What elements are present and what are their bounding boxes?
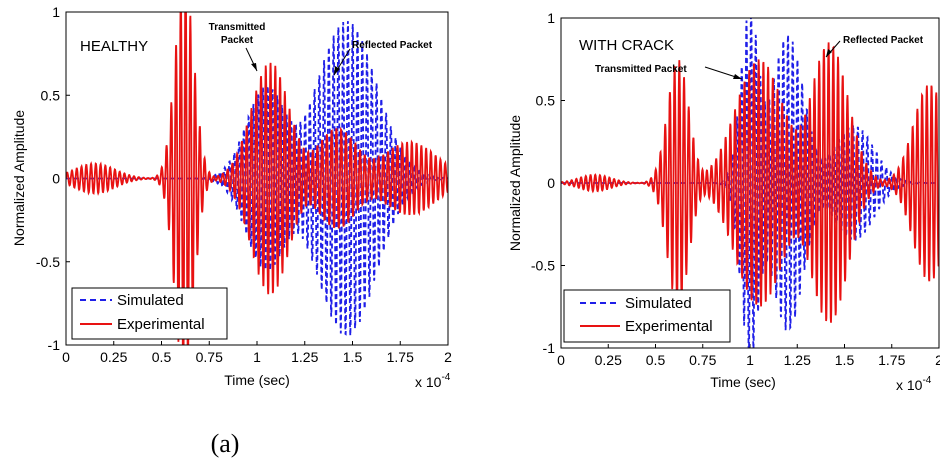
legend-label-simulated: Simulated xyxy=(117,292,184,309)
y-axis-label: Normalized Amplitude xyxy=(11,110,27,246)
annotation-transmitted-line2: Packet xyxy=(221,35,254,46)
x-multiplier-base: x 10 xyxy=(896,377,923,393)
y-tick-label: 0 xyxy=(52,171,60,187)
x-tick-label: 1.75 xyxy=(878,352,905,368)
legend: Simulated Experimental xyxy=(71,287,228,340)
chart-healthy: 0 0.25 0.5 0.75 1 1.25 1.5 1.75 2 1 0.5 0 -0.5 -1 HE… xyxy=(11,4,452,390)
x-tick-label: 0.25 xyxy=(595,352,622,368)
annotation-arrowhead xyxy=(733,74,742,79)
y-tick-label: 1 xyxy=(547,10,555,26)
legend-label-experimental: Experimental xyxy=(625,318,713,335)
x-tick-label: 1.5 xyxy=(343,349,363,365)
experimental-series xyxy=(66,12,448,345)
annotation-arrowhead xyxy=(826,49,832,57)
y-tick-labels: 1 0.5 0 -0.5 -1 xyxy=(36,4,60,353)
x-axis-label: Time (sec) xyxy=(224,372,290,388)
simulated-line xyxy=(561,18,939,348)
plot-frame xyxy=(65,11,449,346)
x-multiplier-exponent: -4 xyxy=(922,375,931,386)
x-tick-label: 0.5 xyxy=(646,352,666,368)
x-tick-label: 0 xyxy=(557,352,565,368)
x-axis-label: Time (sec) xyxy=(710,374,776,390)
plot-frame xyxy=(560,17,940,349)
y-tick-label: -0.5 xyxy=(36,254,60,270)
experimental-line xyxy=(66,12,448,345)
x-tick-label: 1.25 xyxy=(291,349,318,365)
x-tick-label: 0.75 xyxy=(196,349,223,365)
y-tick-label: -1 xyxy=(48,337,61,353)
x-tick-label: 1.75 xyxy=(387,349,414,365)
x-tick-label: 1.5 xyxy=(835,352,855,368)
x-tick-label: 0.25 xyxy=(100,349,127,365)
y-tick-labels: 1 0.5 0 -0.5 -1 xyxy=(531,10,555,356)
x-tick-labels: 0 0.25 0.5 0.75 1 1.25 1.5 1.75 2 xyxy=(62,349,452,365)
figure-caption: (a) xyxy=(211,429,240,458)
x-tick-labels: 0 0.25 0.5 0.75 1 1.25 1.5 1.75 2 xyxy=(557,352,940,368)
annotation-arrowhead xyxy=(334,66,340,75)
x-tick-label: 1 xyxy=(746,352,754,368)
x-tick-label: 0.5 xyxy=(152,349,172,365)
legend-box xyxy=(71,287,228,340)
annotation-arrowhead xyxy=(251,63,257,71)
legend-box xyxy=(563,289,731,343)
legend-label-experimental: Experimental xyxy=(117,316,205,333)
x-multiplier: x 10-4 xyxy=(896,375,932,393)
simulated-series xyxy=(561,18,939,348)
annotation-reflected: Reflected Packet xyxy=(352,40,433,51)
x-tick-label: 1 xyxy=(253,349,261,365)
chart-with-crack: 0 0.25 0.5 0.75 1 1.25 1.5 1.75 2 1 0.5 0 -0.5 -1 WI… xyxy=(507,10,940,393)
experimental-series xyxy=(561,42,939,323)
panel-title: WITH CRACK xyxy=(579,37,674,54)
annotation-transmitted-line1: Transmitted xyxy=(209,22,266,33)
x-tick-label: 0.75 xyxy=(689,352,716,368)
simulated-series xyxy=(66,21,448,336)
y-tick-label: -1 xyxy=(543,340,556,356)
x-tick-label: 1.25 xyxy=(784,352,811,368)
annotation-reflected: Reflected Packet xyxy=(843,35,924,46)
y-tick-label: 0.5 xyxy=(536,93,556,109)
y-axis-label: Normalized Amplitude xyxy=(507,115,523,251)
annotation-transmitted: Transmitted Packet xyxy=(595,64,687,75)
x-multiplier-exponent: -4 xyxy=(441,372,450,383)
x-multiplier: x 10-4 xyxy=(415,372,451,390)
x-tick-label: 2 xyxy=(444,349,452,365)
x-multiplier-base: x 10 xyxy=(415,374,442,390)
simulated-line xyxy=(66,21,448,336)
x-tick-label: 0 xyxy=(62,349,70,365)
y-tick-label: 0 xyxy=(547,175,555,191)
experimental-line xyxy=(561,42,939,323)
x-tick-label: 2 xyxy=(935,352,940,368)
panel-title: HEALTHY xyxy=(80,38,148,55)
y-tick-label: -0.5 xyxy=(531,258,555,274)
y-tick-label: 0.5 xyxy=(41,87,61,103)
legend: Simulated Experimental xyxy=(563,289,731,343)
legend-label-simulated: Simulated xyxy=(625,295,692,312)
y-tick-label: 1 xyxy=(52,4,60,20)
